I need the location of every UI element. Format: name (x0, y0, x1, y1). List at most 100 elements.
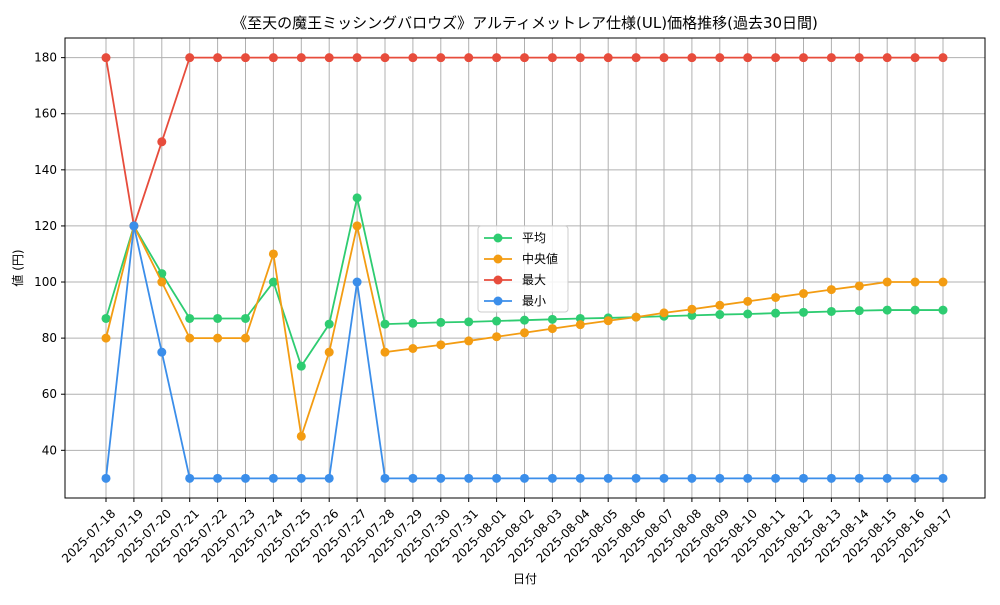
data-point (185, 313, 195, 323)
data-point (743, 309, 753, 319)
data-point (631, 312, 641, 322)
data-point (241, 333, 250, 343)
data-point (882, 305, 892, 315)
data-point (324, 347, 334, 357)
series-1 (101, 221, 948, 441)
data-point (380, 473, 390, 483)
data-point (687, 473, 697, 483)
data-point (296, 431, 306, 441)
data-point (799, 307, 808, 317)
data-point (408, 344, 418, 353)
data-point (101, 473, 111, 483)
y-axis-label: 値 (円) (10, 249, 25, 286)
data-point (631, 53, 641, 63)
data-point (771, 53, 781, 63)
data-point (854, 473, 864, 483)
data-point (603, 473, 613, 483)
data-point (520, 53, 529, 63)
data-point (101, 333, 111, 343)
data-point (575, 320, 585, 330)
data-point (408, 473, 418, 483)
data-point (436, 53, 446, 63)
legend-label: 最小 (522, 294, 546, 308)
data-point (771, 292, 781, 302)
legend-marker (493, 233, 503, 243)
data-point (268, 277, 278, 287)
data-point (241, 473, 250, 483)
data-point (296, 473, 306, 483)
data-point (938, 305, 948, 315)
y-tick-label: 100 (34, 275, 57, 289)
y-tick-label: 80 (42, 331, 57, 345)
data-point (352, 277, 362, 287)
legend-item: 最大 (484, 273, 546, 287)
y-tick-label: 120 (34, 219, 57, 233)
data-point (408, 318, 418, 328)
data-point (520, 473, 529, 483)
data-point (826, 53, 836, 63)
data-point (464, 53, 474, 63)
legend-marker (493, 296, 503, 306)
data-point (380, 53, 390, 63)
data-point (213, 333, 223, 343)
series-2 (101, 53, 948, 231)
data-point (938, 277, 948, 287)
data-point (268, 53, 278, 63)
data-point (575, 473, 585, 483)
data-point (743, 53, 753, 63)
data-point (101, 53, 111, 63)
data-point (910, 53, 920, 63)
data-point (241, 313, 250, 323)
y-tick-label: 160 (34, 107, 57, 121)
y-tick-label: 60 (42, 387, 57, 401)
data-point (743, 473, 753, 483)
data-point (771, 473, 781, 483)
data-point (436, 340, 446, 350)
data-point (185, 473, 195, 483)
data-point (380, 347, 390, 357)
data-point (492, 332, 502, 342)
data-point (213, 313, 223, 323)
legend-item: 最小 (484, 294, 546, 308)
data-point (464, 317, 474, 327)
data-point (603, 53, 613, 63)
data-point (882, 277, 892, 287)
legend-label: 平均 (522, 231, 546, 245)
data-point (408, 53, 418, 63)
data-point (241, 53, 250, 63)
data-point (854, 281, 864, 291)
data-point (157, 137, 167, 147)
data-point (826, 306, 836, 316)
data-point (296, 53, 306, 63)
data-point (436, 317, 446, 327)
data-point (213, 473, 223, 483)
data-point (799, 289, 808, 299)
data-point (659, 308, 669, 318)
ticks: 2025-07-182025-07-192025-07-202025-07-21… (34, 51, 955, 566)
data-point (492, 473, 502, 483)
data-point (687, 53, 697, 63)
data-point (771, 308, 781, 318)
data-point (799, 53, 808, 63)
data-point (910, 473, 920, 483)
legend-label: 中央値 (522, 251, 558, 266)
data-point (938, 473, 948, 483)
data-point (380, 319, 390, 329)
data-point (715, 473, 725, 483)
data-point (129, 221, 139, 231)
data-point (575, 313, 585, 323)
data-point (185, 333, 195, 343)
data-point (520, 328, 529, 338)
data-point (296, 361, 306, 371)
series-layer (101, 53, 948, 483)
grid (65, 38, 985, 498)
data-point (157, 347, 167, 357)
data-point (492, 53, 502, 63)
data-point (157, 277, 167, 287)
data-point (268, 249, 278, 259)
data-point (910, 277, 920, 287)
chart-title: 《至天の魔王ミッシングバロウズ》アルティメットレア仕様(UL)価格推移(過去30… (232, 14, 818, 32)
data-point (659, 473, 669, 483)
